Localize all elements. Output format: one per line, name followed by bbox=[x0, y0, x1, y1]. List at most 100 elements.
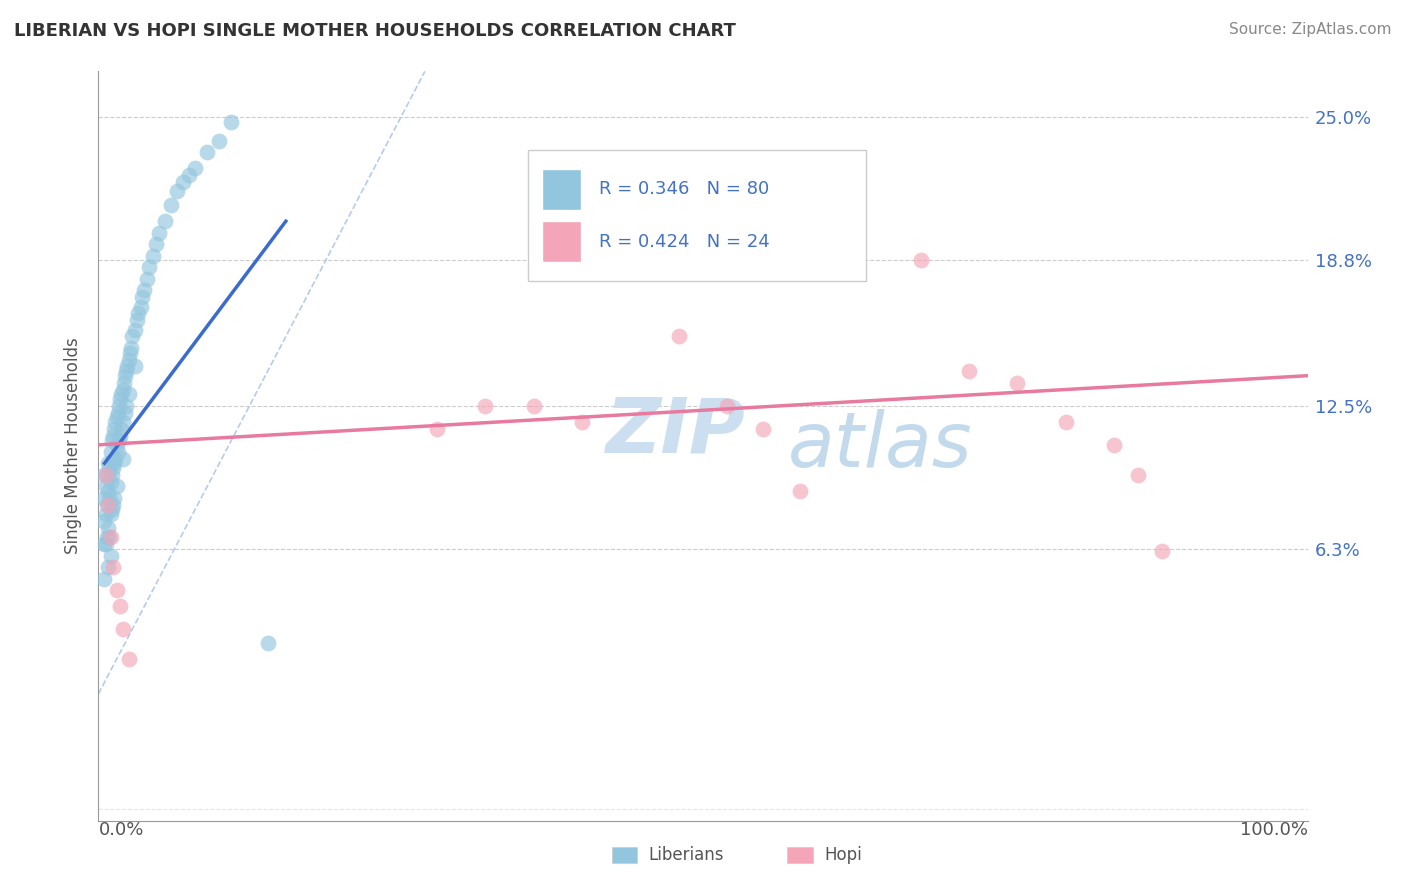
Point bbox=[104, 451, 127, 466]
Point bbox=[571, 415, 593, 429]
Point bbox=[134, 284, 156, 298]
Point bbox=[108, 434, 131, 448]
Point bbox=[910, 253, 932, 268]
Point bbox=[93, 491, 115, 505]
Text: ZIP: ZIP bbox=[606, 394, 747, 468]
Point bbox=[105, 479, 128, 493]
Point bbox=[523, 399, 546, 413]
Point bbox=[111, 622, 134, 636]
Point bbox=[117, 359, 139, 374]
Point bbox=[668, 329, 690, 343]
Point bbox=[100, 502, 122, 516]
Point bbox=[1102, 438, 1125, 452]
Point bbox=[98, 461, 121, 475]
Point bbox=[101, 461, 124, 475]
Point bbox=[114, 368, 136, 383]
Point bbox=[474, 399, 496, 413]
Point bbox=[195, 145, 218, 159]
Point bbox=[108, 399, 131, 413]
Point bbox=[184, 161, 207, 176]
Point bbox=[101, 498, 124, 512]
Point bbox=[124, 359, 146, 374]
Point bbox=[221, 115, 243, 129]
Point bbox=[131, 290, 153, 304]
Point bbox=[98, 530, 121, 544]
Point bbox=[97, 498, 120, 512]
Point bbox=[1128, 467, 1150, 482]
Y-axis label: Single Mother Households: Single Mother Households bbox=[65, 338, 83, 554]
Point bbox=[135, 272, 157, 286]
Point bbox=[100, 549, 122, 563]
Text: R = 0.346   N = 80: R = 0.346 N = 80 bbox=[599, 180, 769, 198]
Point bbox=[129, 300, 152, 314]
Point bbox=[111, 383, 134, 397]
Text: 0.0%: 0.0% bbox=[98, 821, 143, 838]
Bar bbox=[543, 221, 581, 262]
Point bbox=[118, 352, 141, 367]
Point bbox=[115, 399, 138, 413]
Text: atlas: atlas bbox=[787, 409, 972, 483]
Point bbox=[114, 406, 136, 420]
Point bbox=[97, 456, 120, 470]
Point bbox=[94, 479, 117, 493]
Point bbox=[127, 313, 149, 327]
Point bbox=[100, 434, 122, 448]
Point bbox=[752, 422, 775, 436]
Point bbox=[118, 387, 141, 401]
Point bbox=[98, 491, 121, 505]
Point bbox=[103, 422, 125, 436]
Point bbox=[120, 341, 142, 355]
Point bbox=[111, 451, 134, 466]
Point bbox=[103, 491, 125, 505]
Point bbox=[957, 364, 980, 378]
Point bbox=[118, 652, 141, 666]
Point bbox=[1007, 376, 1029, 390]
Text: Hopi: Hopi bbox=[824, 847, 862, 864]
Point bbox=[101, 560, 124, 574]
Point bbox=[256, 636, 278, 650]
Point bbox=[166, 184, 188, 198]
Point bbox=[111, 415, 134, 429]
Text: Liberians: Liberians bbox=[648, 847, 724, 864]
Point bbox=[145, 237, 167, 252]
Point bbox=[101, 428, 124, 442]
Point bbox=[1152, 544, 1174, 558]
Point bbox=[96, 467, 118, 482]
Point bbox=[118, 345, 141, 359]
Point bbox=[426, 422, 449, 436]
Point bbox=[124, 322, 146, 336]
Point bbox=[148, 226, 170, 240]
Point bbox=[142, 249, 165, 263]
Point bbox=[172, 175, 194, 189]
Point bbox=[110, 387, 132, 401]
Point bbox=[97, 560, 120, 574]
Point bbox=[789, 483, 811, 498]
Point bbox=[104, 415, 127, 429]
Point bbox=[112, 376, 135, 390]
Point bbox=[100, 507, 122, 521]
Point bbox=[100, 444, 122, 458]
Point bbox=[108, 392, 131, 406]
Point bbox=[108, 428, 131, 442]
Point bbox=[93, 514, 115, 528]
Point bbox=[105, 583, 128, 598]
Point bbox=[103, 456, 125, 470]
Text: Source: ZipAtlas.com: Source: ZipAtlas.com bbox=[1229, 22, 1392, 37]
Point bbox=[94, 537, 117, 551]
Point bbox=[107, 406, 129, 420]
Point bbox=[105, 410, 128, 425]
Point bbox=[138, 260, 160, 275]
Point bbox=[96, 498, 118, 512]
Point bbox=[208, 134, 231, 148]
Point bbox=[160, 198, 183, 212]
Point bbox=[94, 507, 117, 521]
Point bbox=[97, 521, 120, 535]
Point bbox=[100, 467, 122, 482]
Point bbox=[179, 168, 201, 182]
Point bbox=[93, 572, 115, 586]
Point bbox=[93, 467, 115, 482]
Point bbox=[121, 329, 143, 343]
Point bbox=[97, 483, 120, 498]
Point bbox=[153, 214, 176, 228]
Point bbox=[716, 399, 738, 413]
